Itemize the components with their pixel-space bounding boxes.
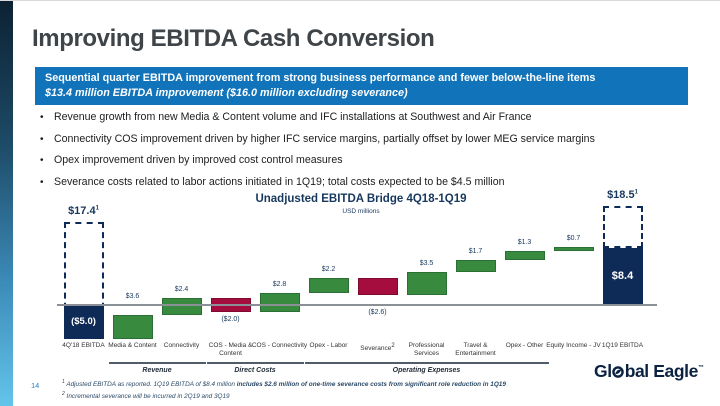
bar-value-label-10: $0.7 xyxy=(566,234,581,242)
logo-leaf-icon xyxy=(612,362,624,378)
global-eagle-logo: Gl bal Eagle™ xyxy=(594,361,704,382)
x-axis-label-6: Severance2 xyxy=(360,343,395,353)
bar-value-label-9: $1.3 xyxy=(517,239,532,247)
bar-value-label-0: ($5.0) xyxy=(71,316,96,327)
chart-subtitle: USD millions xyxy=(342,208,380,215)
bar-value-label-4: $2.8 xyxy=(272,280,287,288)
waterfall-bar-7 xyxy=(406,271,447,296)
waterfall-bar-6 xyxy=(357,277,398,296)
waterfall-bar-8 xyxy=(455,260,496,272)
waterfall-bar-1 xyxy=(112,314,153,339)
x-axis-label-0: 4Q'18 EBITDA xyxy=(62,342,105,349)
x-axis-label-4: COS - Connectivity xyxy=(251,342,308,349)
group-bracket-label-2: Operating Expenses xyxy=(392,367,461,374)
bullet-item-2: Opex improvement driven by improved cost… xyxy=(38,154,688,167)
group-bracket-label-1: Direct Costs xyxy=(234,367,276,374)
logo-text-right: bal Eagle xyxy=(624,361,699,381)
footnote-1: 1 Adjusted EBITDA as reported. 1Q19 EBIT… xyxy=(62,379,506,389)
logo-trademark: ™ xyxy=(697,365,704,371)
chart-title: Unadjusted EBITDA Bridge 4Q18-1Q19 xyxy=(255,193,467,205)
waterfall-bar-0 xyxy=(63,305,104,339)
zero-axis-line xyxy=(57,304,657,306)
footnotes: 1 Adjusted EBITDA as reported. 1Q19 EBIT… xyxy=(62,378,506,401)
page-number: 14 xyxy=(31,381,40,390)
logo-text-left: Gl xyxy=(594,361,612,381)
waterfall-bar-4 xyxy=(259,292,300,312)
bullet-item-1: Connectivity COS improvement driven by h… xyxy=(38,133,688,146)
waterfall-bar-11 xyxy=(602,247,643,305)
banner-line1: Sequential quarter EBITDA improvement fr… xyxy=(45,72,596,84)
x-axis-label-1: Media & Content xyxy=(108,342,157,349)
x-axis-label-5: Opex - Labor xyxy=(309,342,348,349)
group-bracket-line-2 xyxy=(304,362,549,364)
group-bracket-line-1 xyxy=(206,362,304,364)
bar-value-label-6: ($2.6) xyxy=(368,309,387,316)
adjusted-ebitda-label-11: $18.51 xyxy=(607,189,638,201)
x-axis-label-7: Professional Services xyxy=(408,342,445,357)
x-axis-label-3: COS - Media & Content xyxy=(208,342,253,357)
bar-value-label-2: $2.4 xyxy=(174,286,189,294)
waterfall-bar-9 xyxy=(504,251,545,261)
left-accent-bar xyxy=(0,1,13,406)
bullet-item-3: Severance costs related to labor actions… xyxy=(38,176,688,189)
highlight-banner: Sequential quarter EBITDA improvement fr… xyxy=(35,67,688,105)
group-bracket-line-0 xyxy=(108,362,206,364)
bar-value-label-7: $3.5 xyxy=(419,259,434,267)
group-bracket-label-0: Revenue xyxy=(142,367,172,374)
bar-value-label-3: ($2.0) xyxy=(221,315,240,323)
bar-value-label-1: $3.6 xyxy=(125,293,140,300)
adjusted-ebitda-label-0: $17.41 xyxy=(68,205,99,217)
waterfall-bar-2 xyxy=(161,298,202,315)
banner-line2: $13.4 million EBITDA improvement ($16.0 … xyxy=(45,86,408,99)
x-axis-label-10: Equity Income - JV xyxy=(546,342,601,349)
x-axis-label-8: Travel & Entertainment xyxy=(455,342,496,357)
x-axis-label-2: Connectivity xyxy=(163,342,200,349)
bar-value-label-11: $8.4 xyxy=(611,270,634,283)
page-title: Improving EBITDA Cash Conversion xyxy=(32,25,435,52)
bullet-item-0: Revenue growth from new Media & Content … xyxy=(38,111,688,124)
bar-value-label-5: $2.2 xyxy=(321,265,336,273)
adjusted-ebitda-ghost-11 xyxy=(602,206,643,248)
bullet-list: Revenue growth from new Media & Content … xyxy=(38,111,688,197)
bar-value-label-8: $1.7 xyxy=(468,248,483,256)
x-axis-label-11: 1Q19 EBITDA xyxy=(601,342,644,349)
x-axis-label-9: Opex - Other xyxy=(505,342,544,349)
footnote-2: 2 Incremental severance will be incurred… xyxy=(62,390,230,400)
waterfall-plot: ($5.0) 4Q'18 EBITDA $3.6 Media & Content $2.… xyxy=(55,187,667,387)
ebitda-bridge-chart: Unadjusted EBITDA Bridge 4Q18-1Q19 USD m… xyxy=(55,187,667,387)
waterfall-bar-10 xyxy=(553,246,594,252)
waterfall-bar-5 xyxy=(308,277,349,293)
